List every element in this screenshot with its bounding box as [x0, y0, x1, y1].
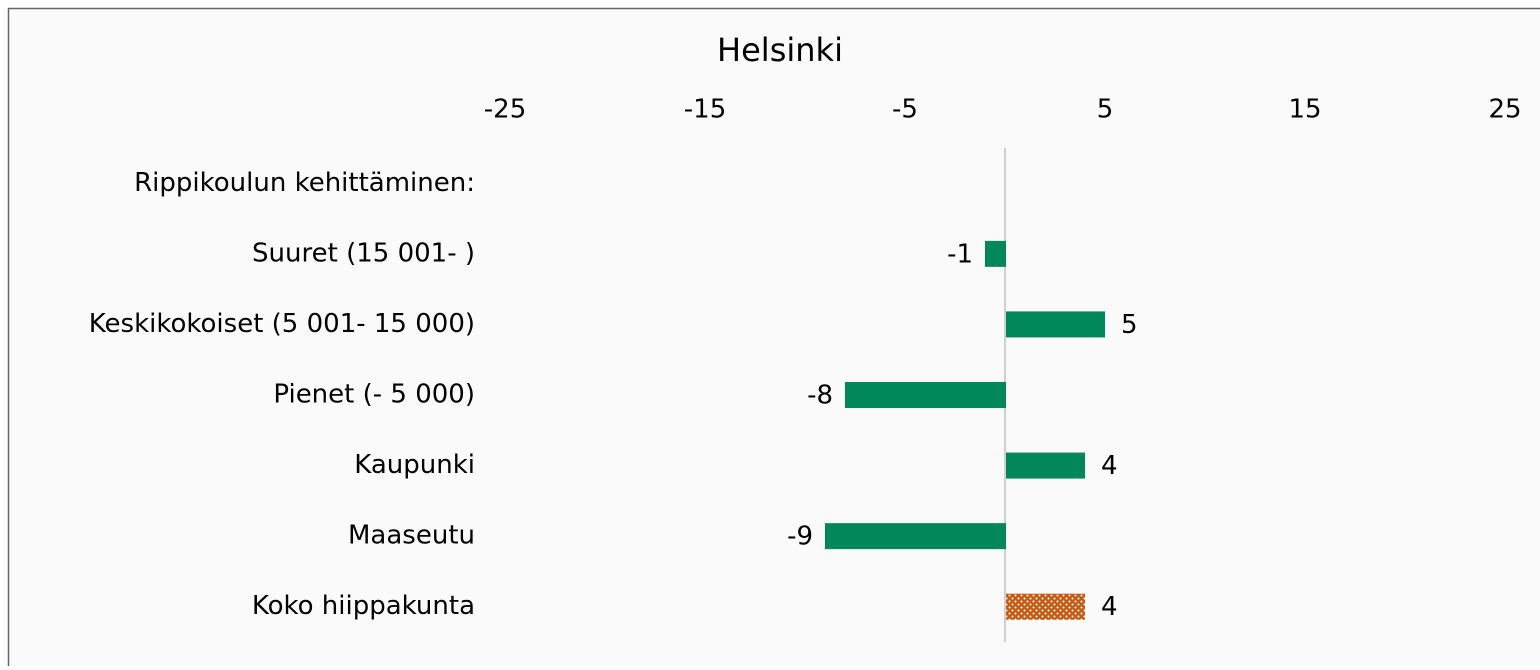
x-tick-label: -5 [892, 95, 918, 125]
chart-title: Helsinki [717, 31, 843, 69]
data-label: 5 [1121, 310, 1138, 340]
x-tick-label: 25 [1488, 95, 1521, 125]
data-label: 4 [1101, 592, 1118, 622]
bar [1006, 453, 1085, 479]
bar [1006, 594, 1085, 620]
y-tick-label: Pienet (- 5 000) [273, 380, 475, 410]
y-tick-label: Maaseutu [348, 521, 475, 551]
data-label: -8 [807, 381, 833, 411]
x-tick-label: 5 [1097, 95, 1114, 125]
y-tick-label: Keskikokoiset (5 001- 15 000) [89, 309, 475, 339]
bar [1006, 311, 1105, 337]
bar [825, 523, 1006, 549]
y-tick-label: Koko hiippakunta [252, 591, 475, 621]
y-tick-label: Kaupunki [354, 450, 475, 480]
x-tick-label: 15 [1288, 95, 1321, 125]
data-label: 4 [1101, 451, 1118, 481]
x-tick-label: -15 [684, 95, 726, 125]
bar [985, 241, 1006, 267]
data-label: -1 [947, 239, 973, 269]
y-tick-label: Rippikoulun kehittäminen: [134, 168, 475, 198]
x-tick-label: -25 [484, 95, 526, 125]
y-tick-label: Suuret (15 001- ) [252, 238, 475, 268]
data-label: -9 [787, 522, 813, 552]
bar [845, 382, 1006, 408]
